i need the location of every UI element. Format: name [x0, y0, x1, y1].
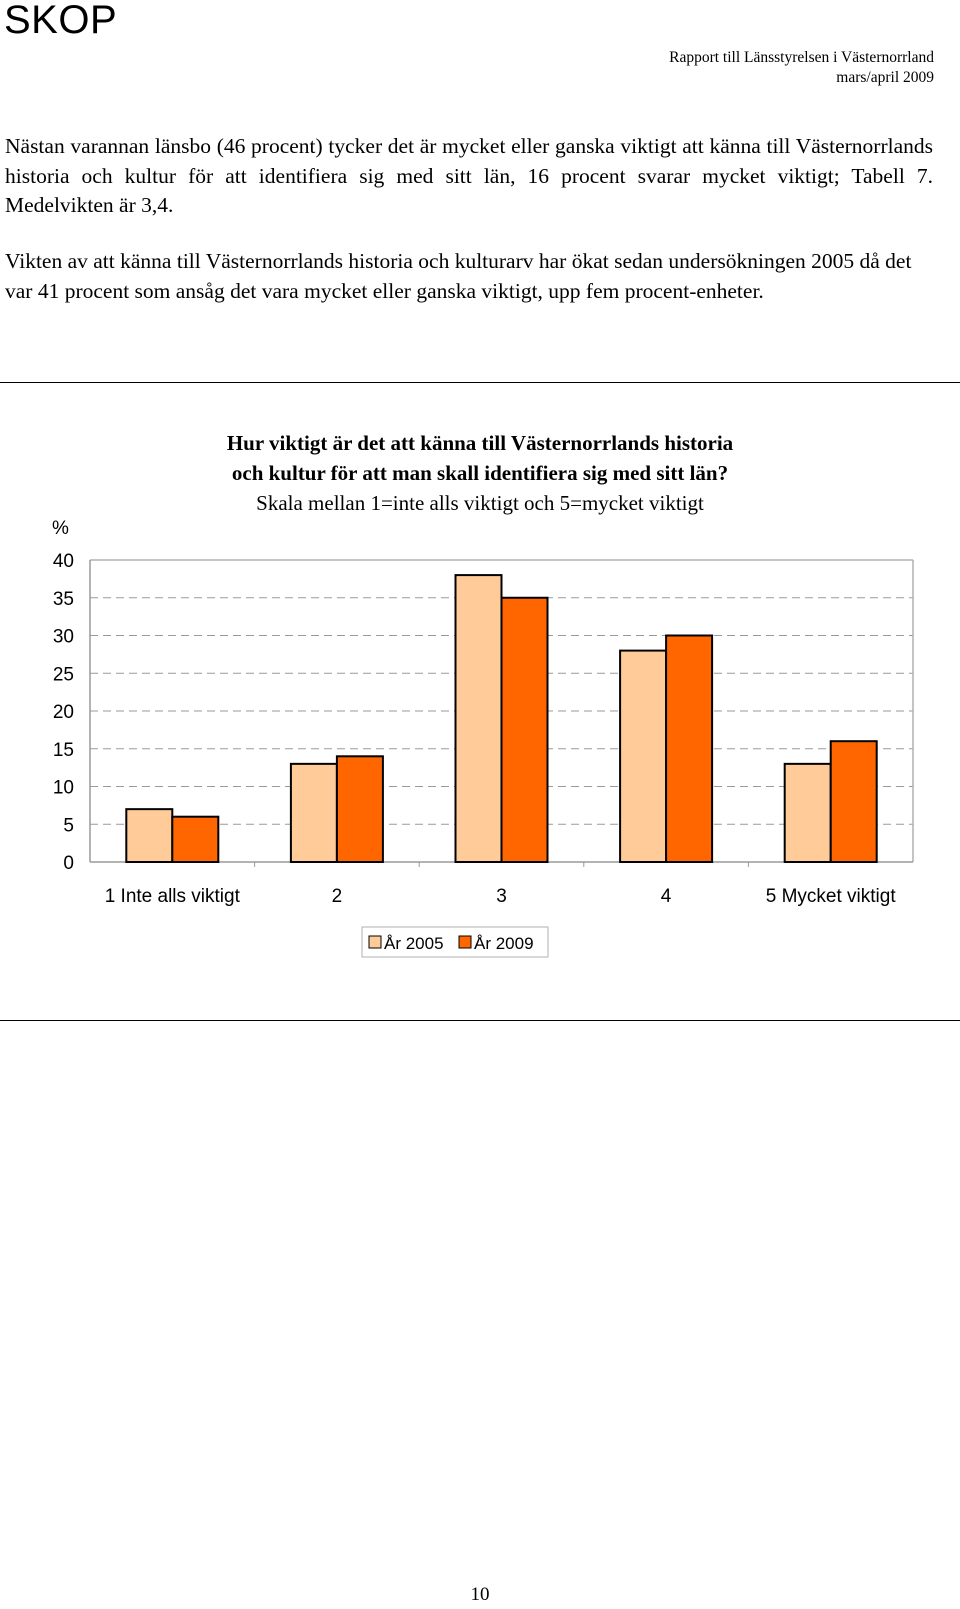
x-tick-label: 1 Inte alls viktigt: [105, 886, 241, 907]
chart-subtitle: Skala mellan 1=inte alls viktigt och 5=m…: [256, 491, 704, 515]
legend-swatch-2005: [368, 935, 382, 949]
chart-top-rule: [0, 382, 960, 383]
report-date: mars/april 2009: [836, 69, 934, 86]
y-tick-label: 35: [53, 589, 74, 610]
y-tick-label: 30: [53, 627, 74, 648]
report-header: Rapport till Länsstyrelsen i Västernorrl…: [669, 48, 934, 88]
bar-2009: [171, 815, 220, 864]
chart-bottom-rule: [0, 1020, 960, 1021]
x-tick-label: 3: [496, 886, 507, 907]
report-recipient: Rapport till Länsstyrelsen i Västernorrl…: [669, 49, 934, 66]
bar-2005: [619, 649, 668, 863]
legend-swatch-2009: [458, 935, 472, 949]
y-tick-label: 20: [53, 702, 74, 723]
legend-label-2009: År 2009: [474, 934, 534, 953]
x-tick-label: 4: [661, 886, 672, 907]
chart-title-line-1: Hur viktigt är det att känna till Väster…: [226, 431, 734, 455]
bar-2005: [125, 808, 174, 863]
page-number: 10: [470, 1584, 490, 1605]
x-tick-label: 5 Mycket viktigt: [766, 886, 897, 907]
x-tick-label: 2: [332, 886, 343, 907]
body-paragraph-1: Nästan varannan länsbo (46 procent) tyck…: [5, 134, 933, 217]
legend-label-2005: År 2005: [384, 934, 444, 953]
y-tick-label: 0: [63, 853, 74, 874]
y-tick-label: 5: [63, 815, 74, 836]
y-axis-label: %: [52, 520, 69, 539]
bar-2005: [454, 574, 503, 863]
bar-2005: [289, 762, 338, 864]
y-tick-label: 25: [53, 664, 74, 685]
bar-2009: [829, 740, 878, 863]
y-tick-label: 15: [53, 740, 74, 761]
bar-2009: [335, 755, 384, 863]
bar-chart: 0 5 10 15 20 25 30 35 40% 1 Inte alls viktigt 2 3 4 5…: [52, 520, 914, 958]
y-tick-label: 10: [53, 778, 74, 799]
skop-logo: SKOP: [4, 0, 118, 42]
y-tick-label: 40: [53, 551, 74, 572]
body-paragraph-2: Vikten av att känna till Västernorrlands…: [5, 249, 912, 303]
bar-2009: [665, 634, 714, 863]
bar-2009: [500, 596, 549, 863]
chart-title-line-2: och kultur för att man skall identifiera…: [231, 461, 729, 485]
bar-2005: [783, 762, 832, 864]
legend-box: [361, 926, 549, 958]
